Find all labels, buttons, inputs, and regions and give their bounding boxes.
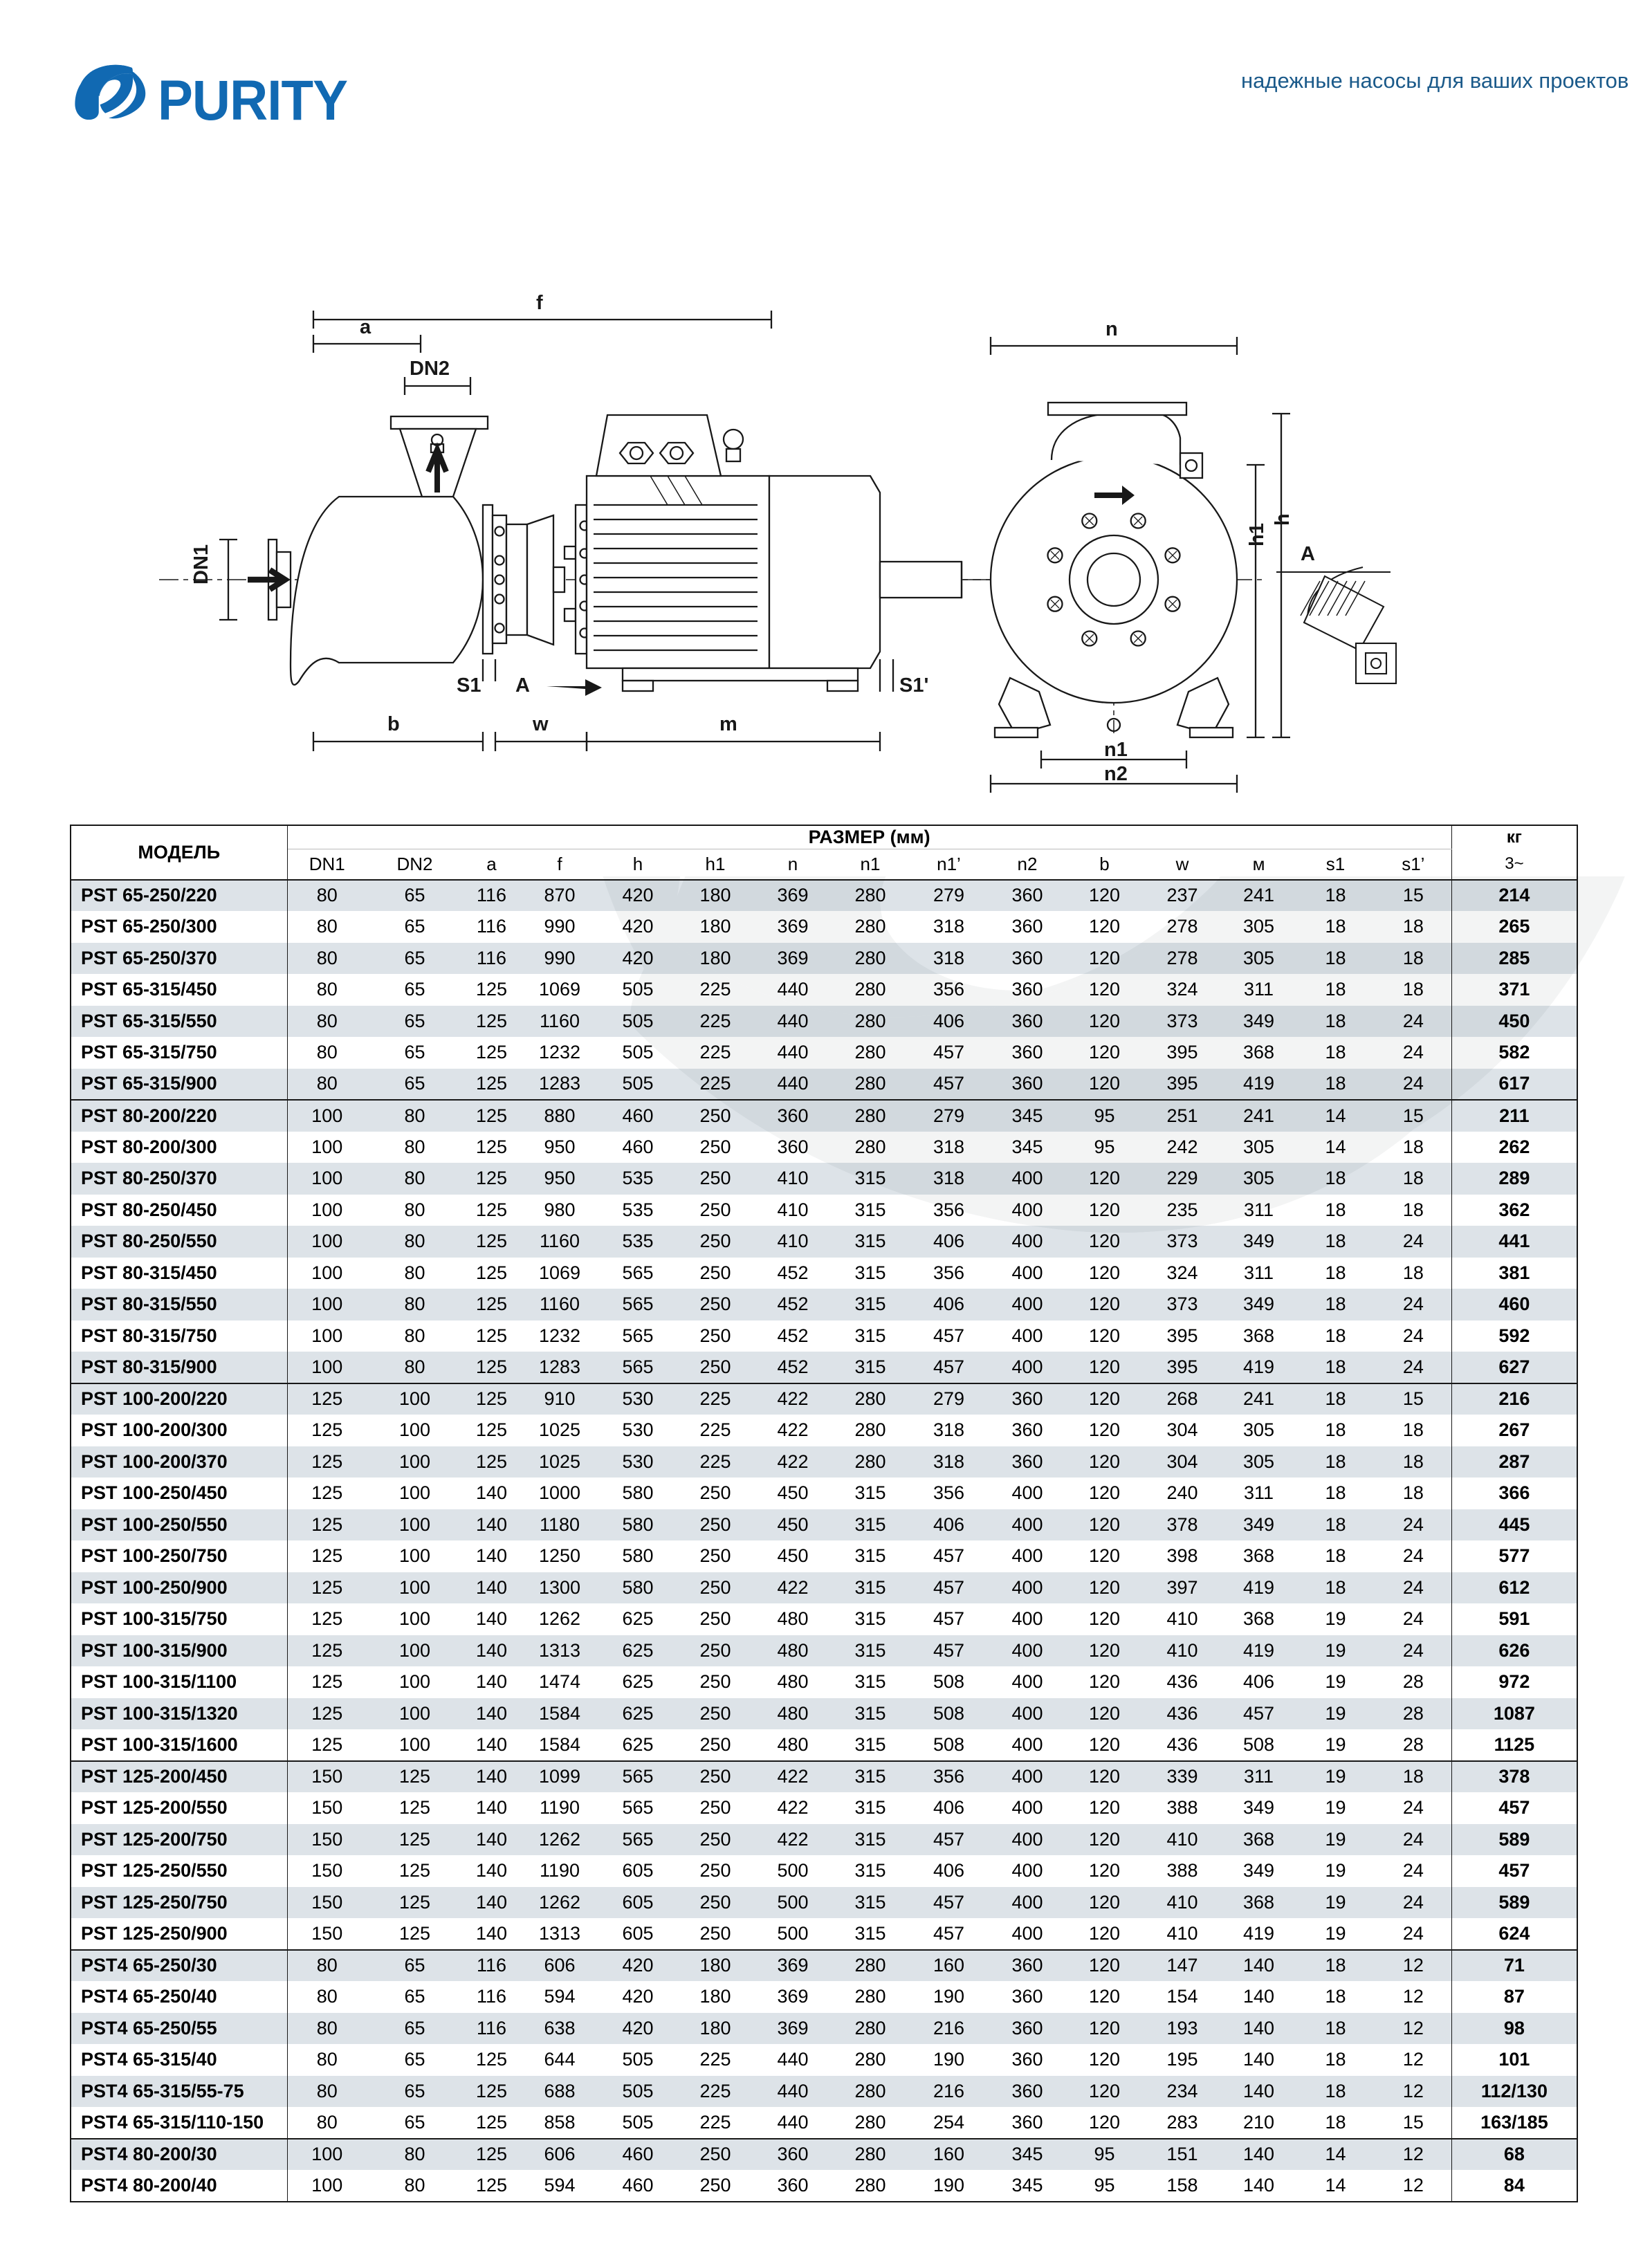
svg-text:h1: h1 xyxy=(1246,523,1268,546)
svg-text:DN1: DN1 xyxy=(190,544,212,585)
svg-text:n2: n2 xyxy=(1104,763,1128,785)
svg-text:f: f xyxy=(536,292,543,314)
svg-text:n1: n1 xyxy=(1104,739,1128,761)
svg-text:w: w xyxy=(532,713,549,735)
svg-text:S1': S1' xyxy=(899,674,928,697)
svg-text:h: h xyxy=(1272,513,1294,526)
svg-text:b: b xyxy=(387,713,400,735)
svg-text:A: A xyxy=(1301,543,1315,565)
svg-text:n: n xyxy=(1105,318,1118,340)
svg-text:A: A xyxy=(515,674,530,697)
svg-text:m: m xyxy=(719,713,737,735)
svg-text:DN2: DN2 xyxy=(410,358,450,380)
svg-text:S1: S1 xyxy=(457,674,481,697)
